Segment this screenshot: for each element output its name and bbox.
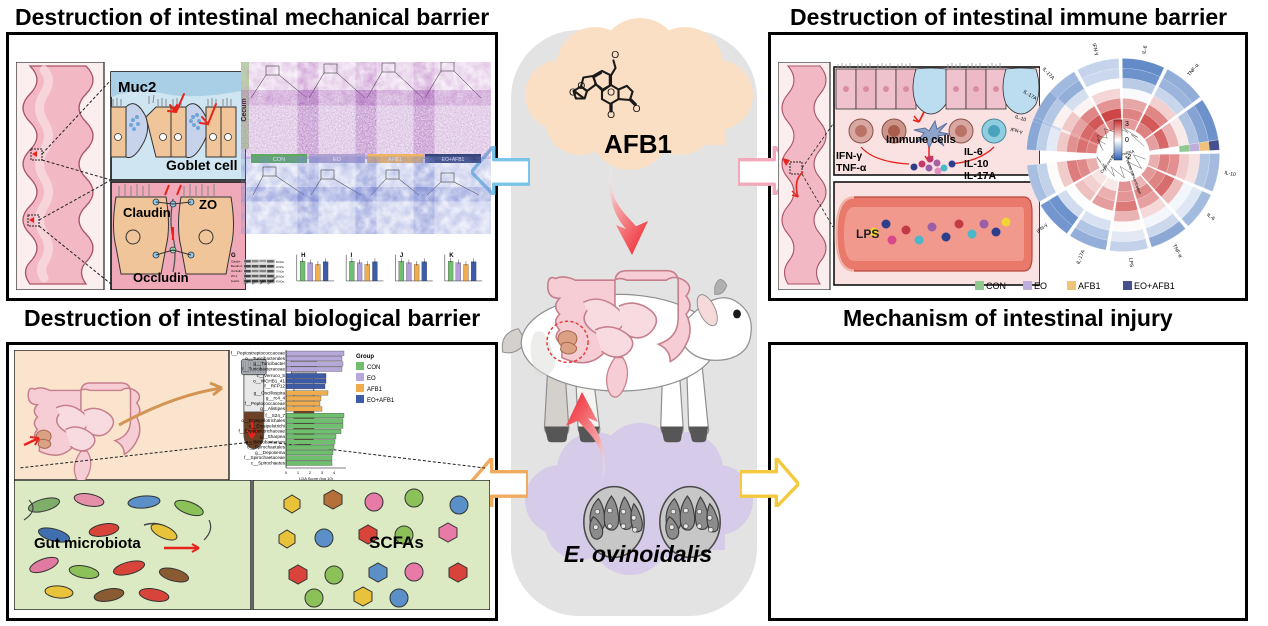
svg-text:O: O [569,88,577,99]
svg-text:IL-17A: IL-17A [1022,89,1038,102]
svg-text:EO+AFB1: EO+AFB1 [367,398,395,404]
svg-text:2: 2 [309,470,312,475]
svg-text:CON: CON [367,365,380,371]
svg-text:g__Oscillospira: g__Oscillospira [254,390,286,395]
svg-text:J: J [400,253,403,259]
svg-text:ZO: ZO [199,197,217,212]
svg-text:Muc2: Muc2 [118,79,156,96]
svg-text:ZO-1: ZO-1 [231,274,238,278]
svg-text:Occludin: Occludin [231,269,242,273]
svg-text:I: I [351,253,353,259]
svg-text:O: O [611,50,619,61]
svg-text:Gut microbiota: Gut microbiota [34,535,141,552]
svg-text:f__Peptococcaceae: f__Peptococcaceae [245,401,286,406]
svg-text:c__Spirochaetes: c__Spirochaetes [251,461,286,466]
svg-text:O: O [607,110,615,121]
svg-text:IL-6: IL-6 [1205,212,1216,222]
svg-text:Group: Group [356,354,374,360]
svg-text:AFB1: AFB1 [1078,281,1101,291]
svg-text:EO+AFB1: EO+AFB1 [1134,281,1175,291]
svg-text:83 kDa: 83 kDa [276,261,284,264]
svg-text:f__Turicibacteraceae: f__Turicibacteraceae [242,367,285,372]
svg-text:g__Turicibacter: g__Turicibacter [254,361,286,366]
svg-text:EO: EO [367,376,376,382]
svg-text:IL-17A: IL-17A [1041,66,1056,81]
svg-text:3: 3 [1125,121,1129,128]
svg-text:o__WCHB1_41: o__WCHB1_41 [253,378,285,383]
svg-text:E. ovinoidalis: E. ovinoidalis [564,541,712,567]
svg-text:3: 3 [321,470,324,475]
svg-text:IL-10: IL-10 [1014,114,1027,123]
svg-text:g__rc4_4: g__rc4_4 [266,396,286,401]
svg-text:AFB1: AFB1 [388,157,402,163]
svg-text:1: 1 [297,470,300,475]
svg-text:O: O [633,104,641,115]
svg-text:o__Spirochaetales: o__Spirochaetales [247,445,286,450]
svg-text:0: 0 [285,470,288,475]
svg-text:4: 4 [333,470,336,475]
svg-text:K: K [449,253,454,259]
svg-text:f__Spirochaetaceae: f__Spirochaetaceae [244,455,285,460]
svg-text:IFN-γ: IFN-γ [836,150,862,162]
svg-text:IL-17A: IL-17A [1076,249,1087,266]
svg-text:EO: EO [1034,281,1047,291]
svg-text:β-actin: β-actin [231,279,240,283]
svg-text:SCFAs: SCFAs [369,533,424,552]
svg-text:IL-10: IL-10 [1224,170,1237,178]
svg-text:g__Deposema: g__Deposema [255,450,285,455]
svg-text:22 kDa: 22 kDa [276,266,284,269]
svg-text:IFN-γ: IFN-γ [1090,43,1099,57]
svg-text:Beudin 4: Beudin 4 [231,264,242,268]
svg-text:g__Sharpea: g__Sharpea [260,434,285,439]
svg-text:EO: EO [333,157,342,163]
svg-text:Immune cells: Immune cells [886,134,956,146]
svg-text:IL-17A: IL-17A [964,170,997,182]
svg-text:g__Alistipes: g__Alistipes [260,406,285,411]
svg-text:TNF-α: TNF-α [1187,63,1201,78]
svg-text:g__Bifidobacterium: g__Bifidobacterium [246,439,285,444]
svg-text:70 kDa: 70 kDa [276,271,284,274]
svg-text:O: O [577,81,585,92]
svg-text:f__RFP12: f__RFP12 [264,384,285,389]
svg-text:AFB1: AFB1 [367,387,383,393]
svg-text:CON: CON [273,157,285,163]
svg-text:LPS: LPS [856,227,879,241]
svg-text:G: G [231,253,236,259]
svg-text:Goblet cell: Goblet cell [166,157,238,173]
svg-text:Cecum: Cecum [241,98,248,121]
svg-text:CON: CON [986,281,1006,291]
svg-text:TNF-α: TNF-α [1171,243,1183,259]
svg-text:IL-6: IL-6 [964,146,983,158]
svg-text:f__Peptostreptococcaceae: f__Peptostreptococcaceae [231,351,286,356]
svg-text:EO+AFB1: EO+AFB1 [442,157,465,163]
svg-text:IFN-γ: IFN-γ [1036,222,1049,235]
svg-text:o__Turicibacterales: o__Turicibacterales [245,356,286,361]
svg-text:Claudin: Claudin [123,205,171,220]
svg-text:IFN-γ: IFN-γ [1010,127,1024,136]
svg-text:o__Erysipelotrichales: o__Erysipelotrichales [241,418,285,423]
svg-text:IL-6: IL-6 [1141,45,1149,55]
svg-text:f__Erysipelotrichaceae: f__Erysipelotrichaceae [239,429,286,434]
svg-text:LDA Score (log 10): LDA Score (log 10) [299,476,333,480]
svg-text:43 kDa: 43 kDa [276,281,284,284]
svg-text:c__Erysipelotrichi: c__Erysipelotrichi [249,423,285,428]
svg-text:LPS: LPS [1127,258,1134,269]
svg-text:O: O [607,88,615,99]
svg-text:c__Verruco_5: c__Verruco_5 [257,373,286,378]
svg-text:Claudin: Claudin [231,259,241,263]
svg-text:TNF-α: TNF-α [836,162,867,174]
svg-text:Occludin: Occludin [133,270,189,285]
svg-text:0: 0 [1125,137,1129,144]
svg-text:f__S24_7: f__S24_7 [265,413,285,418]
svg-text:-2: -2 [1125,154,1131,161]
svg-text:H: H [301,253,305,259]
svg-text:IL-10: IL-10 [964,158,989,170]
